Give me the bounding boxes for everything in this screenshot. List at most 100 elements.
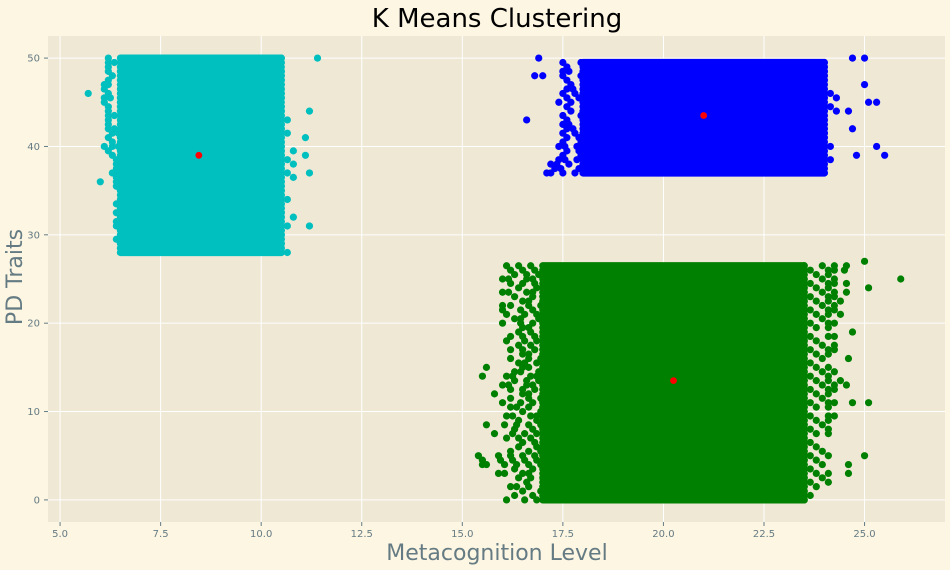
y-axis-label: PD Traits	[3, 229, 28, 325]
data-point	[96, 178, 104, 186]
data-point	[832, 107, 840, 115]
data-point	[525, 350, 533, 358]
data-point	[860, 81, 869, 89]
data-point	[504, 288, 513, 296]
data-point	[824, 399, 832, 407]
data-point	[836, 297, 845, 305]
series-group-1	[523, 54, 889, 177]
data-point	[521, 430, 529, 438]
data-point	[806, 359, 814, 367]
data-point	[864, 399, 873, 407]
data-point	[498, 399, 507, 407]
data-point	[500, 469, 509, 477]
data-point	[511, 368, 519, 376]
data-point	[812, 430, 820, 438]
data-point	[502, 412, 511, 420]
data-point	[824, 469, 832, 477]
data-point	[504, 381, 513, 389]
data-point	[840, 266, 849, 274]
data-point	[283, 156, 291, 164]
data-point	[812, 377, 820, 385]
centroid-point	[670, 377, 677, 385]
data-point	[818, 460, 826, 469]
data-point	[529, 275, 537, 283]
data-point	[289, 213, 297, 221]
x-tick-label: 17.5	[552, 529, 574, 540]
data-point	[498, 381, 507, 389]
data-point	[515, 262, 523, 270]
data-point	[289, 160, 297, 168]
data-point	[502, 496, 511, 504]
data-point	[517, 306, 525, 314]
x-tick-label: 22.5	[753, 529, 775, 540]
data-point	[818, 381, 826, 389]
data-point	[826, 142, 834, 151]
data-point	[506, 403, 515, 411]
data-point	[818, 474, 826, 482]
data-point	[494, 469, 503, 477]
data-point	[812, 483, 820, 491]
data-point	[812, 443, 820, 451]
data-point	[500, 421, 509, 429]
data-point	[812, 310, 820, 318]
data-point	[283, 222, 291, 230]
data-point	[824, 332, 832, 341]
data-point	[525, 390, 533, 398]
data-point	[506, 354, 515, 363]
data-point	[818, 421, 826, 429]
data-point	[806, 279, 814, 288]
data-point	[824, 346, 832, 354]
data-point	[806, 293, 814, 301]
data-point	[506, 447, 515, 455]
data-point	[555, 98, 563, 106]
x-tick-label: 25.0	[853, 529, 875, 540]
data-point	[519, 297, 527, 305]
data-point	[519, 452, 527, 460]
data-point	[812, 403, 820, 411]
data-point	[824, 385, 832, 394]
data-point	[301, 134, 310, 142]
data-point	[836, 377, 845, 385]
data-point	[502, 262, 511, 270]
data-point	[806, 478, 814, 486]
data-point	[832, 94, 840, 102]
data-point	[830, 332, 838, 341]
data-point	[283, 248, 291, 257]
data-point	[478, 460, 487, 469]
data-point	[525, 421, 533, 429]
data-point	[506, 346, 515, 354]
data-point	[806, 465, 814, 473]
data-point	[490, 390, 499, 398]
data-point	[502, 372, 511, 380]
data-point	[818, 341, 826, 349]
data-point	[818, 275, 826, 283]
data-point	[824, 306, 832, 314]
data-point	[305, 222, 314, 230]
data-point	[529, 491, 537, 500]
data-point	[830, 288, 838, 296]
y-tick-label: 0	[34, 495, 40, 506]
data-point	[529, 319, 537, 327]
data-point	[482, 363, 491, 371]
data-point	[577, 58, 585, 67]
data-point	[812, 297, 820, 305]
data-point	[812, 270, 820, 279]
data-point	[283, 129, 291, 137]
data-point	[824, 319, 832, 327]
data-point	[498, 275, 507, 283]
data-point	[517, 399, 525, 407]
x-tick-label: 20.0	[652, 529, 674, 540]
data-point	[559, 58, 567, 67]
data-point	[830, 275, 838, 283]
data-point	[490, 430, 499, 438]
data-point	[848, 54, 857, 62]
x-tick-label: 5.0	[52, 529, 68, 540]
data-point	[842, 288, 851, 296]
data-point	[818, 447, 826, 455]
data-point	[852, 151, 861, 159]
data-point	[474, 452, 482, 460]
data-point	[527, 372, 535, 380]
data-point	[539, 72, 547, 80]
data-point	[818, 301, 826, 310]
